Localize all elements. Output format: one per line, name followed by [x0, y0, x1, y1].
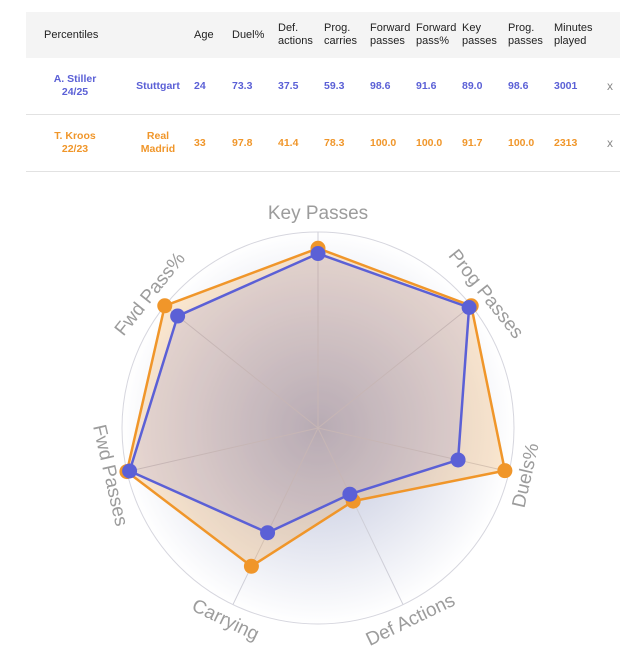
duel-cell: 73.3 — [232, 79, 253, 92]
team-cell: Stuttgart — [136, 79, 180, 92]
header-close — [598, 12, 620, 58]
header-forward-passes[interactable]: Forward passes — [370, 22, 411, 47]
series-point — [157, 298, 173, 314]
prog-carries-cell: 59.3 — [324, 79, 345, 92]
header-age[interactable]: Age — [194, 28, 214, 41]
minutes-cell: 2313 — [554, 136, 578, 149]
prog-passes-cell: 98.6 — [508, 79, 529, 92]
series-point — [450, 452, 466, 468]
forward-passes-cell: 98.6 — [370, 79, 391, 92]
header-minutes-played[interactable]: Minutes played — [554, 22, 593, 47]
axis-label: Duels% — [509, 441, 544, 510]
series-point — [170, 308, 186, 324]
prog-passes-cell: 100.0 — [508, 136, 535, 149]
header-forward-pass-pct[interactable]: Forward pass% — [416, 22, 457, 47]
player-name-cell[interactable]: T. Kroos 22/23 — [54, 130, 96, 155]
close-icon[interactable]: x — [607, 135, 613, 150]
header-percentiles: Percentiles — [44, 28, 99, 41]
table-header-row: Percentiles Age Duel% Def. actions Prog. c… — [26, 12, 620, 58]
radar-spoke — [317, 427, 404, 605]
forward-passes-cell: 100.0 — [370, 136, 397, 149]
series-area — [125, 247, 507, 568]
radar-spoke — [317, 305, 472, 429]
forward-pass-pct-cell: 91.6 — [416, 79, 437, 92]
team-cell: Real Madrid — [140, 130, 176, 155]
table-row: A. Stiller 24/25 Stuttgart 24 73.3 37.5 5… — [26, 58, 620, 115]
duel-cell: 97.8 — [232, 136, 253, 149]
radar-spoke — [232, 427, 319, 605]
axis-label: Key Passes — [268, 203, 368, 224]
series-point — [342, 486, 358, 502]
prog-carries-cell: 78.3 — [324, 136, 345, 149]
close-icon[interactable]: x — [607, 78, 613, 93]
age-cell: 33 — [194, 136, 206, 149]
header-duel[interactable]: Duel% — [232, 28, 265, 41]
header-team — [122, 12, 192, 58]
def-actions-cell: 41.4 — [278, 136, 299, 149]
remove-row-button[interactable]: x — [598, 58, 620, 115]
percentiles-table-container: Percentiles Age Duel% Def. actions Prog. c… — [26, 12, 620, 172]
player-name-cell[interactable]: A. Stiller 24/25 — [53, 73, 97, 98]
forward-pass-pct-cell: 100.0 — [416, 136, 443, 149]
series-point — [461, 300, 477, 316]
key-passes-cell: 89.0 — [462, 79, 483, 92]
age-cell: 24 — [194, 79, 206, 92]
header-prog-passes[interactable]: Prog. passes — [508, 22, 543, 47]
radar-chart-container: Key Passes Prog Passes Duels% Def Actions Ca… — [70, 196, 570, 662]
minutes-cell: 3001 — [554, 79, 578, 92]
header-key-passes[interactable]: Key passes — [462, 22, 497, 47]
radar-spoke — [164, 305, 319, 429]
header-def-actions[interactable]: Def. actions — [278, 22, 313, 47]
table-row: T. Kroos 22/23 Real Madrid 33 97.8 41.4 78… — [26, 115, 620, 172]
percentiles-table: Percentiles Age Duel% Def. actions Prog. c… — [26, 12, 620, 172]
key-passes-cell: 91.7 — [462, 136, 483, 149]
series-point — [260, 525, 276, 541]
series-point — [310, 246, 326, 262]
series-point — [497, 463, 513, 479]
def-actions-cell: 37.5 — [278, 79, 299, 92]
series-point — [122, 463, 138, 479]
radar-spoke — [126, 427, 319, 473]
series-point — [243, 558, 259, 574]
radar-spoke — [317, 427, 510, 473]
series-area — [128, 252, 471, 534]
remove-row-button[interactable]: x — [598, 115, 620, 172]
header-prog-carries[interactable]: Prog. carries — [324, 22, 358, 47]
